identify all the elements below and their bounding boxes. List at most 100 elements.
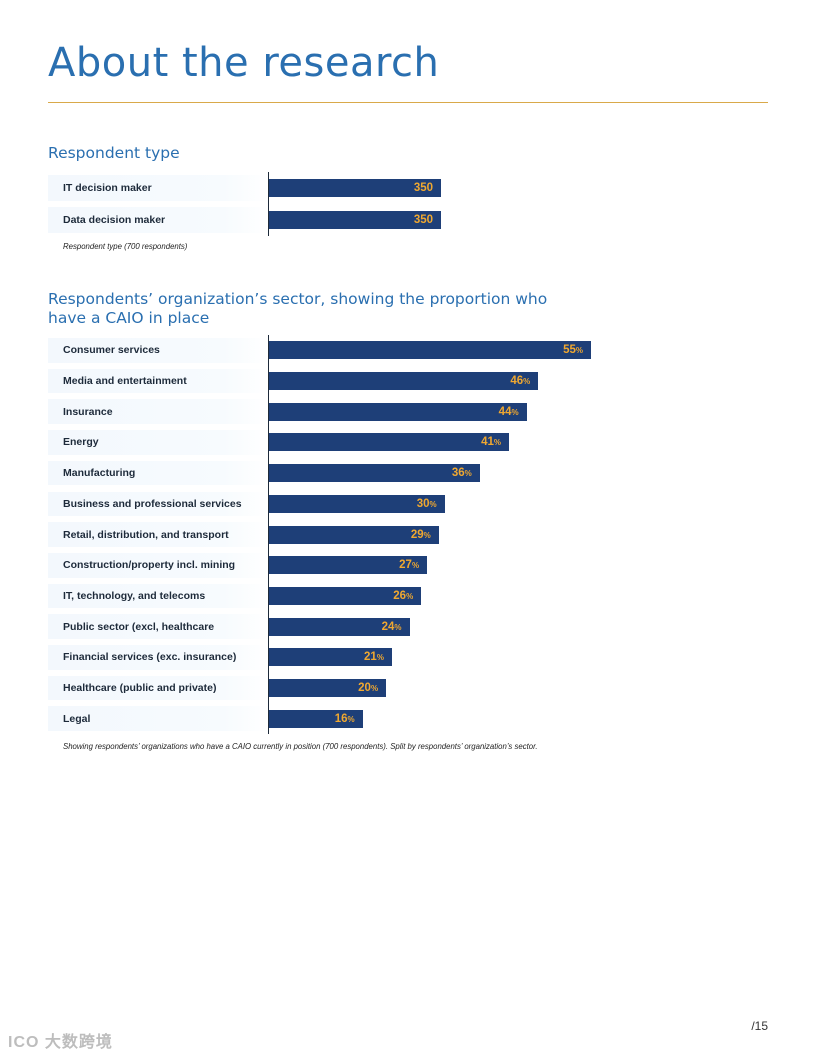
row-label-background bbox=[48, 583, 268, 609]
bar-value-label: 350 bbox=[413, 214, 433, 226]
bar-value-label: 41% bbox=[481, 436, 502, 449]
chart-row: Energy 41% bbox=[48, 427, 768, 458]
percent-sign: % bbox=[394, 622, 402, 632]
title-divider bbox=[48, 102, 768, 103]
chart-axis-line bbox=[268, 335, 269, 735]
category-label: Legal bbox=[63, 712, 91, 725]
row-label-background bbox=[48, 675, 268, 701]
percent-sign: % bbox=[575, 346, 583, 356]
bar: 44% bbox=[269, 402, 527, 421]
percent-sign: % bbox=[511, 407, 519, 417]
chart-row: Public sector (excl, healthcare 24% bbox=[48, 611, 768, 642]
category-label: Manufacturing bbox=[63, 467, 136, 480]
category-label: IT decision maker bbox=[63, 182, 152, 194]
sector-chart-title: Respondents’ organization’s sector, show… bbox=[48, 290, 547, 328]
category-label: Financial services (exc. insurance) bbox=[63, 651, 237, 664]
percent-sign: % bbox=[347, 714, 355, 724]
percent-sign: % bbox=[493, 438, 502, 448]
bar: 350 bbox=[269, 211, 441, 229]
bar: 20% bbox=[269, 679, 387, 698]
chart-row: IT decision maker 350 bbox=[48, 172, 768, 204]
bar-value-label: 21% bbox=[364, 651, 384, 664]
row-label-background bbox=[48, 460, 268, 486]
percent-sign: % bbox=[523, 377, 531, 387]
row-label-background bbox=[48, 614, 268, 639]
chart-row: Manufacturing 36% bbox=[48, 458, 768, 489]
percent-sign: % bbox=[411, 561, 420, 571]
bar: 36% bbox=[269, 464, 480, 483]
category-label: Media and entertainment bbox=[63, 375, 187, 388]
row-label-background bbox=[48, 430, 268, 455]
bar: 21% bbox=[269, 648, 392, 667]
bar-value-label: 350 bbox=[413, 182, 433, 194]
bar: 350 bbox=[269, 179, 441, 197]
category-label: Healthcare (public and private) bbox=[63, 682, 217, 695]
row-label-background bbox=[48, 368, 268, 394]
row-label-background bbox=[48, 706, 268, 732]
bar-value-label: 29% bbox=[410, 528, 431, 541]
row-label-background bbox=[48, 338, 268, 363]
percent-sign: % bbox=[464, 469, 472, 479]
page-title: About the research bbox=[48, 40, 440, 86]
page-number: /15 bbox=[751, 1019, 768, 1033]
chart-row: Financial services (exc. insurance) 21% bbox=[48, 642, 768, 673]
chart-row: Media and entertainment 46% bbox=[48, 366, 768, 397]
bar-value-label: 16% bbox=[334, 712, 355, 725]
bar: 55% bbox=[269, 341, 591, 360]
chart-row: Business and professional services 30% bbox=[48, 489, 768, 520]
bar-value-label: 55% bbox=[563, 344, 583, 357]
sector-title-line2: have a CAIO in place bbox=[48, 309, 210, 327]
bar: 24% bbox=[269, 617, 410, 636]
sector-caio-chart: Consumer services 55% Media and entertainm… bbox=[48, 335, 768, 735]
chart-axis-line bbox=[268, 172, 269, 236]
category-label: Data decision maker bbox=[63, 214, 166, 226]
bar-value-label: 20% bbox=[358, 682, 379, 695]
category-label: Insurance bbox=[63, 405, 113, 418]
row-label-background bbox=[48, 522, 268, 547]
bar: 26% bbox=[269, 586, 422, 605]
bar-value-label: 36% bbox=[451, 467, 472, 480]
row-label-background bbox=[48, 491, 268, 517]
chart-row: Healthcare (public and private) 20% bbox=[48, 673, 768, 704]
chart-row: Legal 16% bbox=[48, 703, 768, 734]
sector-chart-note: Showing respondents’ organizations who h… bbox=[63, 742, 538, 751]
sector-title-line1: Respondents’ organization’s sector, show… bbox=[48, 290, 548, 308]
respondent-type-note: Respondent type (700 respondents) bbox=[63, 242, 188, 251]
category-label: Construction/property incl. mining bbox=[63, 559, 236, 572]
row-label-background bbox=[48, 207, 268, 233]
bar-value-label: 30% bbox=[416, 497, 437, 510]
category-label: Consumer services bbox=[63, 344, 160, 357]
row-label-background bbox=[48, 645, 268, 670]
category-label: Business and professional services bbox=[63, 497, 242, 510]
row-label-background bbox=[48, 175, 268, 201]
respondent-type-title: Respondent type bbox=[48, 144, 180, 162]
bar-value-label: 44% bbox=[498, 405, 519, 418]
percent-sign: % bbox=[376, 653, 384, 663]
bar: 29% bbox=[269, 525, 439, 544]
chart-row: Consumer services 55% bbox=[48, 335, 768, 366]
category-label: IT, technology, and telecoms bbox=[63, 589, 206, 602]
percent-sign: % bbox=[370, 684, 379, 694]
bar-value-label: 46% bbox=[510, 375, 531, 388]
bar: 16% bbox=[269, 709, 363, 728]
chart-row: Construction/property incl. mining 27% bbox=[48, 550, 768, 581]
bar-value-label: 26% bbox=[393, 589, 414, 602]
category-label: Public sector (excl, healthcare bbox=[63, 620, 215, 633]
chart-row: Insurance 44% bbox=[48, 396, 768, 427]
percent-sign: % bbox=[406, 591, 414, 601]
bar: 27% bbox=[269, 556, 428, 575]
category-label: Retail, distribution, and transport bbox=[63, 528, 229, 541]
chart-row: Data decision maker 350 bbox=[48, 204, 768, 236]
percent-sign: % bbox=[423, 530, 431, 540]
respondent-type-chart: IT decision maker 350 Data decision maker 3… bbox=[48, 172, 768, 238]
bar-value-label: 24% bbox=[381, 620, 402, 633]
chart-row: IT, technology, and telecoms 26% bbox=[48, 581, 768, 612]
percent-sign: % bbox=[429, 499, 437, 509]
category-label: Energy bbox=[63, 436, 99, 449]
row-label-background bbox=[48, 552, 268, 578]
bar: 46% bbox=[269, 372, 539, 391]
chart-row: Retail, distribution, and transport 29% bbox=[48, 519, 768, 550]
bar: 30% bbox=[269, 494, 445, 513]
bar-value-label: 27% bbox=[399, 559, 420, 572]
watermark-logo: ICO 大数跨境 bbox=[8, 1034, 113, 1051]
